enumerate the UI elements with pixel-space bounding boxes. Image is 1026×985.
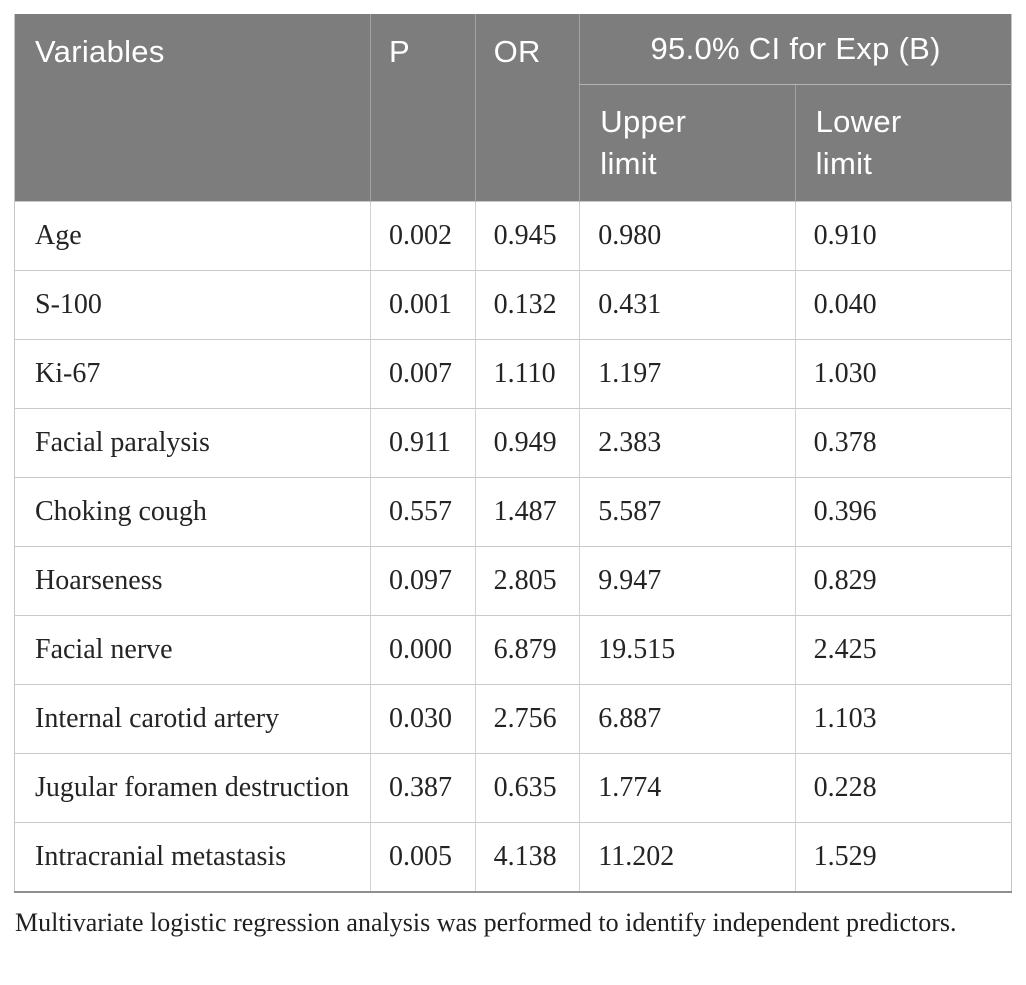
table-row: S-100 0.001 0.132 0.431 0.040 <box>14 270 1012 340</box>
cell-upper: 2.383 <box>579 408 796 478</box>
cell-lower: 0.396 <box>794 477 1012 547</box>
cell-p: 0.911 <box>369 408 476 478</box>
upper-limit-label: Upper limit <box>600 104 687 181</box>
cell-p: 0.097 <box>369 546 476 616</box>
table-row: Facial nerve 0.000 6.879 19.515 2.425 <box>14 615 1012 685</box>
cell-upper: 0.431 <box>579 270 796 340</box>
cell-p: 0.030 <box>369 684 476 754</box>
cell-variable: Internal carotid artery <box>14 684 371 754</box>
table-row: Choking cough 0.557 1.487 5.587 0.396 <box>14 477 1012 547</box>
cell-variable: Choking cough <box>14 477 371 547</box>
table-row: Internal carotid artery 0.030 2.756 6.88… <box>14 684 1012 754</box>
col-header-lower-limit: Lower limit <box>794 84 1012 202</box>
cell-lower: 1.103 <box>794 684 1012 754</box>
table-row: Age 0.002 0.945 0.980 0.910 <box>14 201 1012 271</box>
table-header: Variables P OR 95.0% CI for Exp (B) Uppe… <box>14 14 1012 202</box>
cell-variable: Ki-67 <box>14 339 371 409</box>
cell-or: 0.635 <box>474 753 580 823</box>
table-row: Intracranial metastasis 0.005 4.138 11.2… <box>14 822 1012 892</box>
table-row: Facial paralysis 0.911 0.949 2.383 0.378 <box>14 408 1012 478</box>
table-row: Jugular foramen destruction 0.387 0.635 … <box>14 753 1012 823</box>
cell-p: 0.387 <box>369 753 476 823</box>
cell-or: 2.805 <box>474 546 580 616</box>
cell-or: 0.949 <box>474 408 580 478</box>
cell-or: 1.487 <box>474 477 580 547</box>
cell-lower: 0.378 <box>794 408 1012 478</box>
cell-lower: 0.910 <box>794 201 1012 271</box>
cell-p: 0.000 <box>369 615 476 685</box>
cell-upper: 11.202 <box>579 822 796 892</box>
cell-lower: 2.425 <box>794 615 1012 685</box>
col-header-upper-limit: Upper limit <box>579 84 796 202</box>
lower-limit-label: Lower limit <box>815 104 902 181</box>
cell-variable: Facial nerve <box>14 615 371 685</box>
col-header-or: OR <box>474 14 580 202</box>
col-header-p: P <box>369 14 476 202</box>
cell-upper: 5.587 <box>579 477 796 547</box>
cell-variable: S-100 <box>14 270 371 340</box>
header-row-main: Variables P OR 95.0% CI for Exp (B) <box>14 14 1012 202</box>
cell-upper: 0.980 <box>579 201 796 271</box>
cell-p: 0.005 <box>369 822 476 892</box>
cell-lower: 1.030 <box>794 339 1012 409</box>
table-body: Age 0.002 0.945 0.980 0.910 S-100 0.001 … <box>14 201 1012 892</box>
cell-or: 2.756 <box>474 684 580 754</box>
cell-lower: 0.040 <box>794 270 1012 340</box>
cell-upper: 1.197 <box>579 339 796 409</box>
table-row: Hoarseness 0.097 2.805 9.947 0.829 <box>14 546 1012 616</box>
cell-or: 6.879 <box>474 615 580 685</box>
cell-variable: Intracranial metastasis <box>14 822 371 892</box>
cell-or: 0.945 <box>474 201 580 271</box>
cell-variable: Jugular foramen destruction <box>14 753 371 823</box>
cell-variable: Facial paralysis <box>14 408 371 478</box>
col-header-ci: 95.0% CI for Exp (B) <box>579 14 1012 85</box>
cell-lower: 1.529 <box>794 822 1012 892</box>
cell-upper: 19.515 <box>579 615 796 685</box>
cell-upper: 9.947 <box>579 546 796 616</box>
cell-or: 0.132 <box>474 270 580 340</box>
cell-p: 0.007 <box>369 339 476 409</box>
page: Variables P OR 95.0% CI for Exp (B) Uppe… <box>14 14 1012 937</box>
cell-or: 1.110 <box>474 339 580 409</box>
col-header-variables: Variables <box>14 14 371 202</box>
table-row: Ki-67 0.007 1.110 1.197 1.030 <box>14 339 1012 409</box>
cell-p: 0.557 <box>369 477 476 547</box>
cell-upper: 1.774 <box>579 753 796 823</box>
cell-p: 0.002 <box>369 201 476 271</box>
cell-lower: 0.829 <box>794 546 1012 616</box>
cell-variable: Hoarseness <box>14 546 371 616</box>
table-footnote: Multivariate logistic regression analysi… <box>15 908 957 937</box>
cell-or: 4.138 <box>474 822 580 892</box>
results-table: Variables P OR 95.0% CI for Exp (B) Uppe… <box>14 14 1012 893</box>
header-row-sub: Upper limit Lower limit <box>15 84 1012 202</box>
cell-upper: 6.887 <box>579 684 796 754</box>
cell-variable: Age <box>14 201 371 271</box>
cell-lower: 0.228 <box>794 753 1012 823</box>
cell-p: 0.001 <box>369 270 476 340</box>
